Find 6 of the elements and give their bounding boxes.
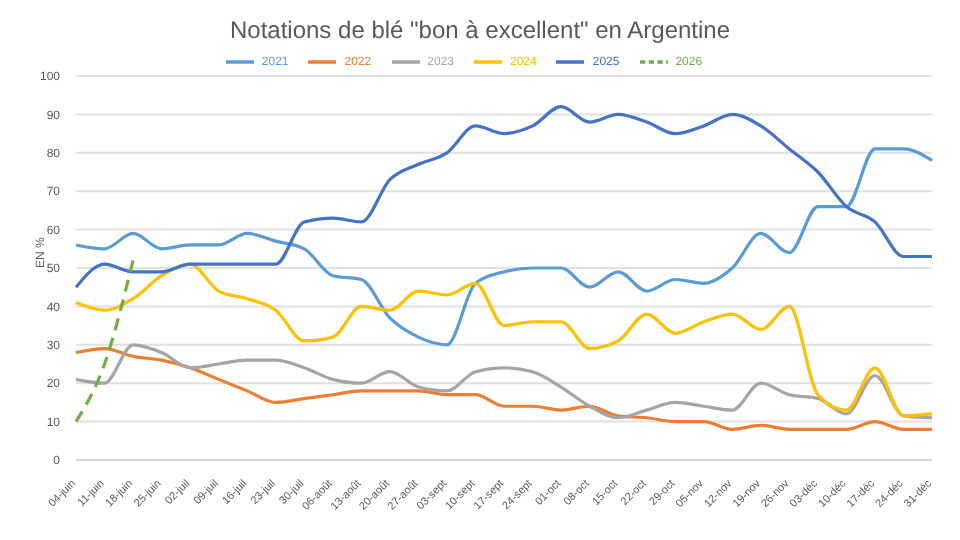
chart-title: Notations de blé "bon à excellent" en Argentine — [227, 16, 733, 48]
line-series — [74, 105, 934, 289]
line-series — [74, 347, 934, 431]
line-series — [74, 262, 934, 418]
line-series — [74, 147, 934, 347]
line-series — [74, 343, 934, 420]
